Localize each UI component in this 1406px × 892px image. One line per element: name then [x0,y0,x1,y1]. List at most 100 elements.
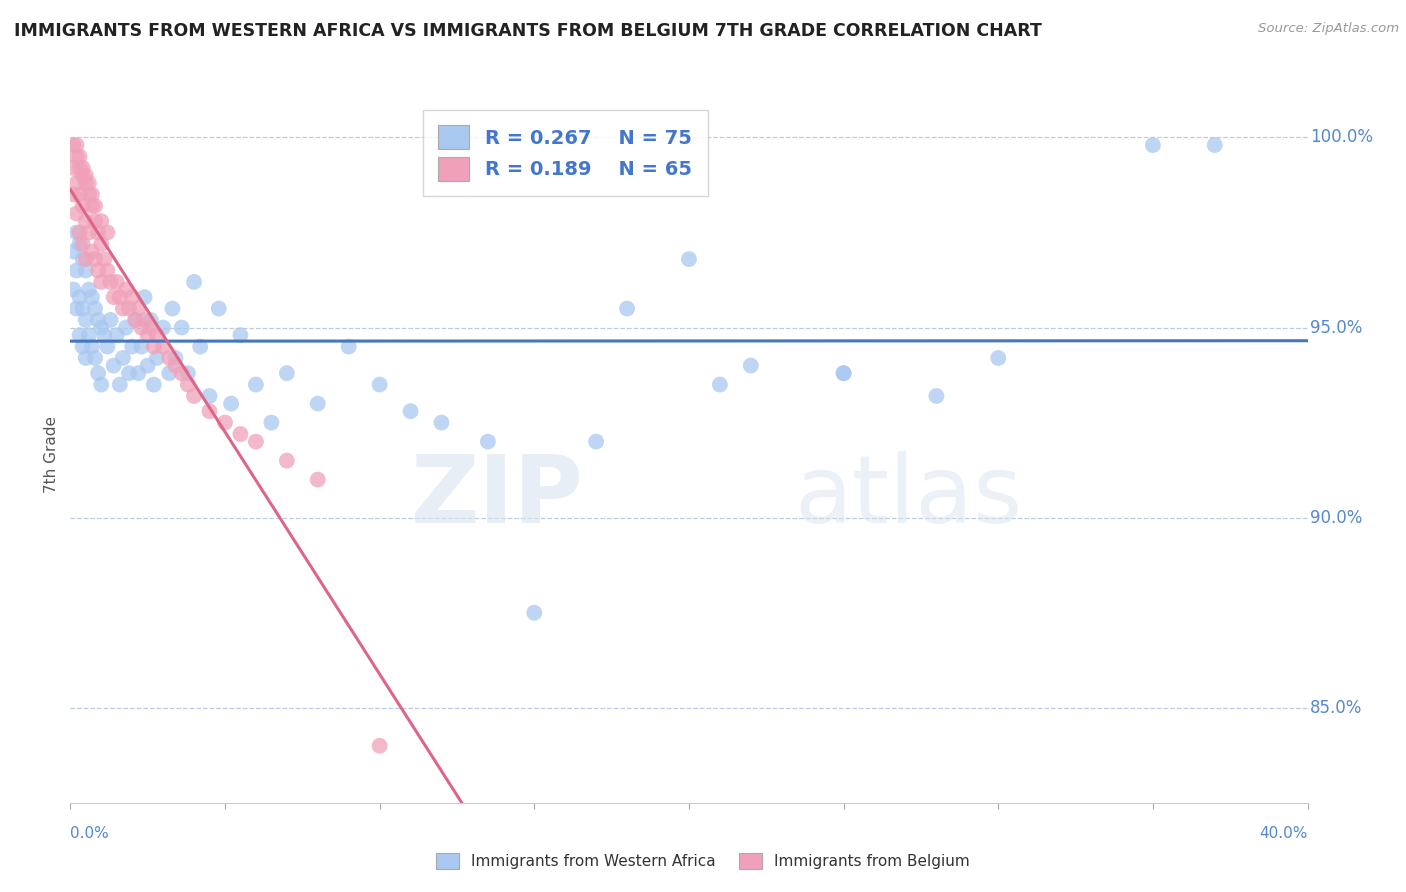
Point [75,252,97,266]
Point [77,328,100,343]
Point [65,263,87,277]
Point [208,301,231,316]
Point [103,359,125,373]
Text: 85.0%: 85.0% [1310,698,1362,717]
Point [177,377,200,392]
Text: 100.0%: 100.0% [1310,128,1374,146]
Point [142,377,165,392]
Point [87,313,110,327]
Point [142,340,165,354]
Point [93,328,115,343]
Point [93,252,115,266]
Legend: Immigrants from Western Africa, Immigrants from Belgium: Immigrants from Western Africa, Immigran… [430,847,976,875]
Text: Source: ZipAtlas.com: Source: ZipAtlas.com [1258,22,1399,36]
Point [214,416,236,430]
Point [65,149,87,163]
Point [96,263,118,277]
Point [139,320,162,334]
Point [77,226,100,240]
Point [72,252,94,266]
Point [162,301,184,316]
Point [118,366,141,380]
Point [198,404,221,418]
Point [103,290,125,304]
Point [65,176,87,190]
Point [477,434,499,449]
Point [170,320,193,334]
Point [62,138,84,153]
Point [134,290,156,304]
Point [157,351,180,365]
Point [62,244,84,259]
Point [177,366,200,380]
Point [96,340,118,354]
Point [65,138,87,153]
Point [127,366,149,380]
Point [69,187,91,202]
Text: 90.0%: 90.0% [1310,508,1362,526]
Point [245,377,267,392]
Point [72,169,94,183]
Point [124,313,146,327]
Point [229,427,252,442]
Point [139,313,162,327]
Point [337,340,360,354]
Point [121,290,143,304]
Point [72,161,94,175]
Point [108,290,131,304]
Point [69,226,91,240]
Point [124,313,146,327]
Point [131,320,153,334]
Point [368,377,391,392]
Point [616,301,638,316]
Point [69,161,91,175]
Point [108,377,131,392]
Point [131,340,153,354]
Point [987,351,1010,365]
Point [87,263,110,277]
Point [65,301,87,316]
Point [368,739,391,753]
Point [100,275,122,289]
Point [69,236,91,251]
Point [80,187,103,202]
Point [307,396,329,410]
Point [229,328,252,343]
Y-axis label: 7th Grade: 7th Grade [44,417,59,493]
Text: 40.0%: 40.0% [1260,826,1308,840]
Point [77,187,100,202]
Point [84,301,107,316]
Point [75,313,97,327]
Point [152,320,174,334]
Point [84,252,107,266]
Point [170,366,193,380]
Point [69,290,91,304]
Point [90,320,112,334]
Point [430,416,453,430]
Point [75,169,97,183]
Point [90,236,112,251]
Point [72,236,94,251]
Point [100,313,122,327]
Point [925,389,948,403]
Point [276,366,298,380]
Point [1142,138,1164,153]
Point [1204,138,1226,153]
Point [183,389,205,403]
Legend: R = 0.267    N = 75, R = 0.189    N = 65: R = 0.267 N = 75, R = 0.189 N = 65 [423,110,707,196]
Point [678,252,700,266]
Point [118,301,141,316]
Point [260,416,283,430]
Point [80,244,103,259]
Point [75,176,97,190]
Point [90,275,112,289]
Point [77,283,100,297]
Point [105,275,128,289]
Point [709,377,731,392]
Point [188,340,211,354]
Point [219,396,242,410]
Point [165,359,187,373]
Point [80,340,103,354]
Point [121,340,143,354]
Point [65,206,87,220]
